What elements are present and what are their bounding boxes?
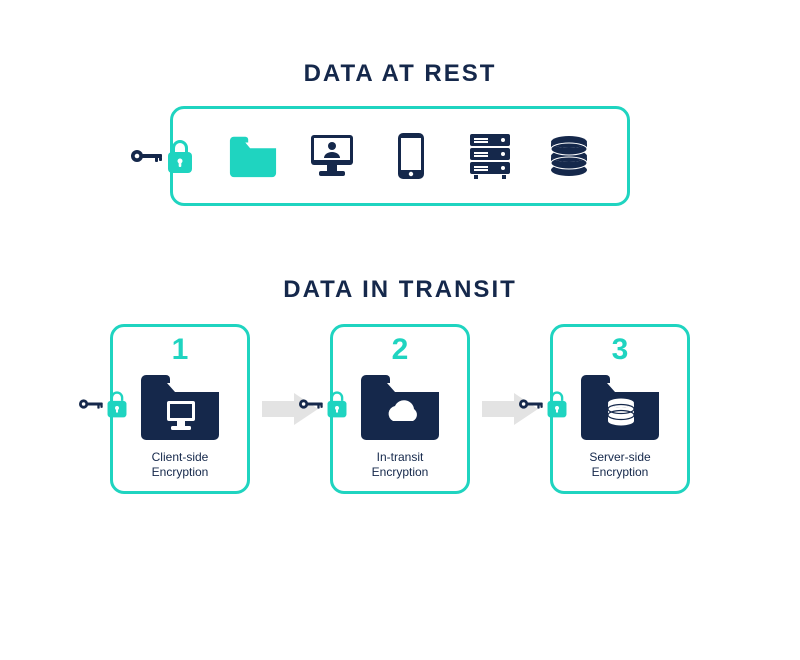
folder-database-icon: [575, 369, 665, 441]
step-number: 2: [392, 335, 409, 365]
folder-cloud-icon: [355, 369, 445, 441]
lock-icon: [165, 137, 195, 175]
key-icon: [519, 397, 545, 411]
monitor-user-icon: [307, 131, 357, 181]
data-at-rest-container: [170, 106, 630, 206]
transit-steps-row: 1: [0, 324, 800, 494]
lock-icon: [325, 389, 349, 419]
database-coins-icon: [544, 131, 594, 181]
step-label: In-transit Encryption: [372, 450, 429, 481]
step2-lock-key-icon: [299, 389, 349, 419]
server-rack-icon: [465, 131, 515, 181]
lock-icon: [105, 389, 129, 419]
rest-lock-key-icon: [131, 137, 195, 175]
transit-step-2: 2 In-t: [330, 324, 470, 494]
step1-lock-key-icon: [79, 389, 129, 419]
folder-icon: [228, 131, 278, 181]
transit-step-1: 1: [110, 324, 250, 494]
step-number: 1: [172, 335, 189, 365]
step-label: Client-side Encryption: [152, 450, 209, 481]
key-icon: [79, 397, 105, 411]
smartphone-icon: [386, 131, 436, 181]
lock-icon: [545, 389, 569, 419]
step3-lock-key-icon: [519, 389, 569, 419]
folder-monitor-icon: [135, 369, 225, 441]
data-at-rest-title: DATA AT REST: [0, 60, 800, 88]
transit-step-3: 3: [550, 324, 690, 494]
key-icon: [131, 147, 165, 165]
step-number: 3: [612, 335, 629, 365]
data-in-transit-title: DATA IN TRANSIT: [0, 276, 800, 304]
step-label: Server-side Encryption: [589, 450, 650, 481]
key-icon: [299, 397, 325, 411]
